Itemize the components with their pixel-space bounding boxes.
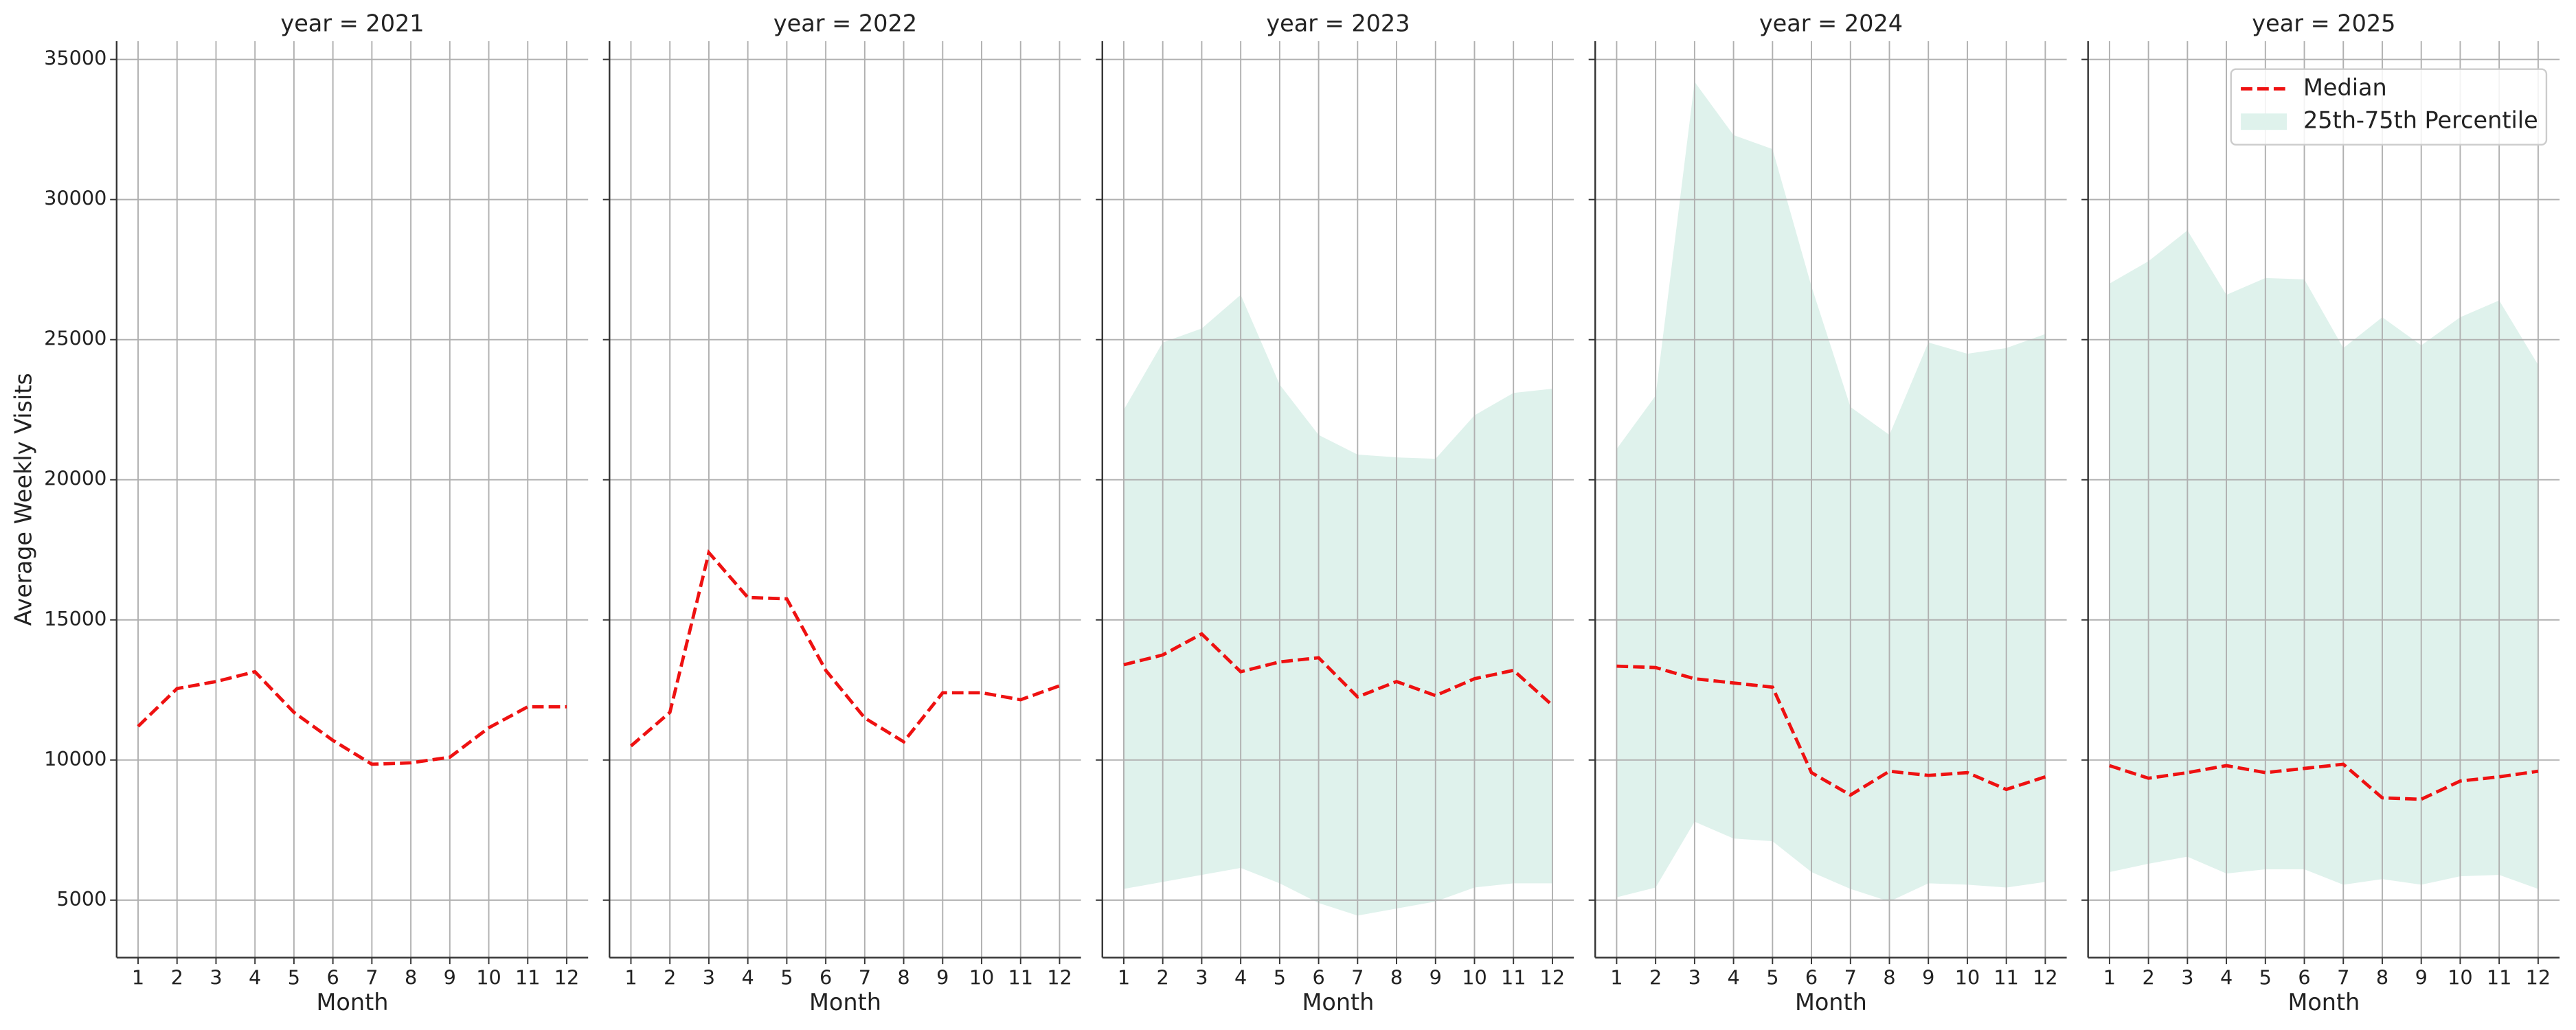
x-tick-label: 11 <box>1008 966 1033 989</box>
legend: Median 25th-75th Percentile <box>2230 68 2548 146</box>
y-tick-label: 25000 <box>44 327 106 350</box>
median-line <box>2109 762 2539 801</box>
x-tick-label: 2 <box>2142 966 2154 989</box>
x-tick-label: 6 <box>2298 966 2310 989</box>
facet-title: year = 2024 <box>1759 10 1903 37</box>
x-tick-label: 8 <box>897 966 909 989</box>
x-tick-label: 10 <box>476 966 501 989</box>
x-tick-label: 10 <box>969 966 995 989</box>
y-tick-label: 15000 <box>44 607 106 630</box>
x-tick-label: 5 <box>1274 966 1286 989</box>
x-tick-label: 11 <box>1993 966 2019 989</box>
median-line <box>1616 664 2046 797</box>
x-tick-label: 7 <box>2337 966 2349 989</box>
x-tick-label: 8 <box>1390 966 1403 989</box>
x-tick-label: 4 <box>249 966 261 989</box>
x-tick-label: 4 <box>2220 966 2233 989</box>
y-tick-label: 10000 <box>44 747 106 770</box>
x-tick-label: 3 <box>703 966 715 989</box>
legend-label: 25th-75th Percentile <box>2303 107 2538 134</box>
legend-label: Median <box>2303 74 2387 101</box>
x-tick-label: 7 <box>1351 966 1364 989</box>
y-tick-label: 5000 <box>56 887 106 911</box>
x-axis-label: Month <box>2287 989 2360 1016</box>
x-tick-label: 1 <box>2103 966 2116 989</box>
x-axis-label: Month <box>1795 989 1867 1016</box>
x-tick-label: 9 <box>2415 966 2428 989</box>
x-tick-label: 12 <box>1540 966 1566 989</box>
x-tick-label: 6 <box>1312 966 1324 989</box>
x-axis-label: Month <box>809 989 881 1016</box>
percentile-band <box>1616 82 2046 902</box>
x-tick-label: 3 <box>1195 966 1208 989</box>
median-line <box>629 549 1061 748</box>
x-tick-label: 2 <box>664 966 676 989</box>
x-axis-label: Month <box>1302 989 1374 1016</box>
x-tick-label: 5 <box>1766 966 1778 989</box>
y-tick-label: 30000 <box>44 187 106 210</box>
x-tick-label: 12 <box>2033 966 2058 989</box>
x-tick-label: 3 <box>1688 966 1701 989</box>
y-tick-label: 35000 <box>44 47 106 70</box>
x-tick-label: 11 <box>1501 966 1526 989</box>
x-tick-label: 11 <box>2487 966 2512 989</box>
x-tick-label: 4 <box>1727 966 1739 989</box>
legend-box <box>2230 68 2548 146</box>
x-tick-label: 7 <box>1844 966 1857 989</box>
x-tick-label: 7 <box>365 966 378 989</box>
x-tick-label: 9 <box>936 966 949 989</box>
x-tick-label: 5 <box>288 966 300 989</box>
x-tick-label: 9 <box>1922 966 1934 989</box>
x-tick-label: 2 <box>171 966 183 989</box>
facet-title: year = 2025 <box>2252 10 2395 37</box>
x-tick-label: 1 <box>1118 966 1130 989</box>
x-tick-label: 8 <box>2376 966 2388 989</box>
y-axis-label: Average Weekly Visits <box>10 373 36 626</box>
x-tick-label: 12 <box>2526 966 2551 989</box>
x-tick-label: 10 <box>2448 966 2473 989</box>
percentile-band <box>2109 230 2538 889</box>
x-tick-label: 4 <box>742 966 754 989</box>
y-tick-label: 20000 <box>44 467 106 490</box>
x-tick-label: 6 <box>820 966 832 989</box>
facet-title: year = 2021 <box>280 10 424 37</box>
x-tick-label: 5 <box>780 966 793 989</box>
x-tick-label: 9 <box>1430 966 1442 989</box>
x-tick-label: 3 <box>210 966 222 989</box>
x-tick-label: 2 <box>1157 966 1169 989</box>
x-tick-label: 6 <box>326 966 339 989</box>
x-tick-label: 8 <box>1883 966 1895 989</box>
facet-title: year = 2022 <box>773 10 917 37</box>
x-tick-label: 12 <box>554 966 580 989</box>
facet-title: year = 2023 <box>1266 10 1410 37</box>
x-tick-label: 6 <box>1805 966 1818 989</box>
legend-swatch <box>2241 113 2287 130</box>
x-tick-label: 4 <box>1234 966 1247 989</box>
x-tick-label: 2 <box>1649 966 1662 989</box>
x-tick-label: 1 <box>132 966 144 989</box>
x-tick-label: 9 <box>444 966 456 989</box>
x-tick-label: 12 <box>1047 966 1072 989</box>
x-tick-label: 1 <box>1610 966 1623 989</box>
x-tick-label: 10 <box>1955 966 1980 989</box>
x-tick-label: 11 <box>515 966 541 989</box>
x-tick-label: 5 <box>2259 966 2272 989</box>
x-tick-label: 8 <box>405 966 417 989</box>
median-line <box>137 670 567 766</box>
x-axis-label: Month <box>317 989 389 1016</box>
x-tick-label: 7 <box>859 966 871 989</box>
median-line <box>1123 632 1554 707</box>
percentile-band <box>1123 295 1552 916</box>
x-tick-label: 3 <box>2181 966 2193 989</box>
x-tick-label: 1 <box>624 966 637 989</box>
x-tick-label: 10 <box>1462 966 1487 989</box>
